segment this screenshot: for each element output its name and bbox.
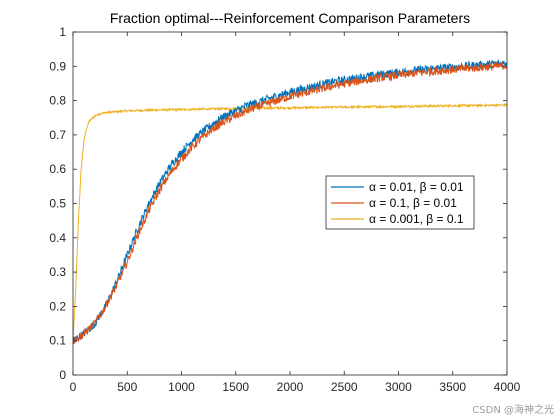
y-tick-label: 0.3: [49, 265, 66, 279]
series-line-2: [72, 62, 508, 345]
watermark: CSDN @海神之光: [472, 405, 554, 416]
x-tick-label: 1500: [222, 380, 249, 394]
y-tick-label: 0.8: [49, 94, 66, 108]
x-tick-label: 2500: [331, 380, 358, 394]
series-line-3: [72, 102, 508, 341]
legend-label-1: α = 0.01, β = 0.01: [369, 180, 464, 194]
x-tick-label: 0: [70, 380, 77, 394]
x-tick-label: 3000: [385, 380, 412, 394]
y-tick-label: 0.4: [49, 231, 66, 245]
y-tick-label: 0.1: [49, 334, 66, 348]
x-tick-label: 500: [117, 380, 137, 394]
y-tick-label: 0.6: [49, 162, 66, 176]
y-axis: 0 0.1 0.2 0.3 0.4 0.5 0.6 0.7 0.8 0.9 1: [49, 25, 507, 382]
x-tick-label: 2000: [277, 380, 304, 394]
y-tick-label: 1: [59, 25, 66, 39]
x-tick-label: 3500: [439, 380, 466, 394]
y-tick-label: 0.2: [49, 299, 66, 313]
legend: α = 0.01, β = 0.01 α = 0.1, β = 0.01 α = 0…: [325, 175, 475, 230]
y-tick-label: 0.9: [49, 59, 66, 73]
y-tick-label: 0: [59, 368, 66, 382]
x-tick-label: 4000: [494, 380, 521, 394]
x-axis: 0 500 1000 1500 2000 2500 3000 3500 4000: [70, 32, 521, 394]
x-tick-label: 1000: [168, 380, 195, 394]
legend-label-2: α = 0.1, β = 0.01: [369, 196, 457, 210]
y-tick-label: 0.7: [49, 128, 66, 142]
chart-title: Fraction optimal---Reinforcement Compari…: [110, 10, 470, 26]
series-layer: [72, 59, 508, 345]
y-tick-label: 0.5: [49, 197, 66, 211]
legend-label-3: α = 0.001, β = 0.1: [369, 212, 464, 226]
